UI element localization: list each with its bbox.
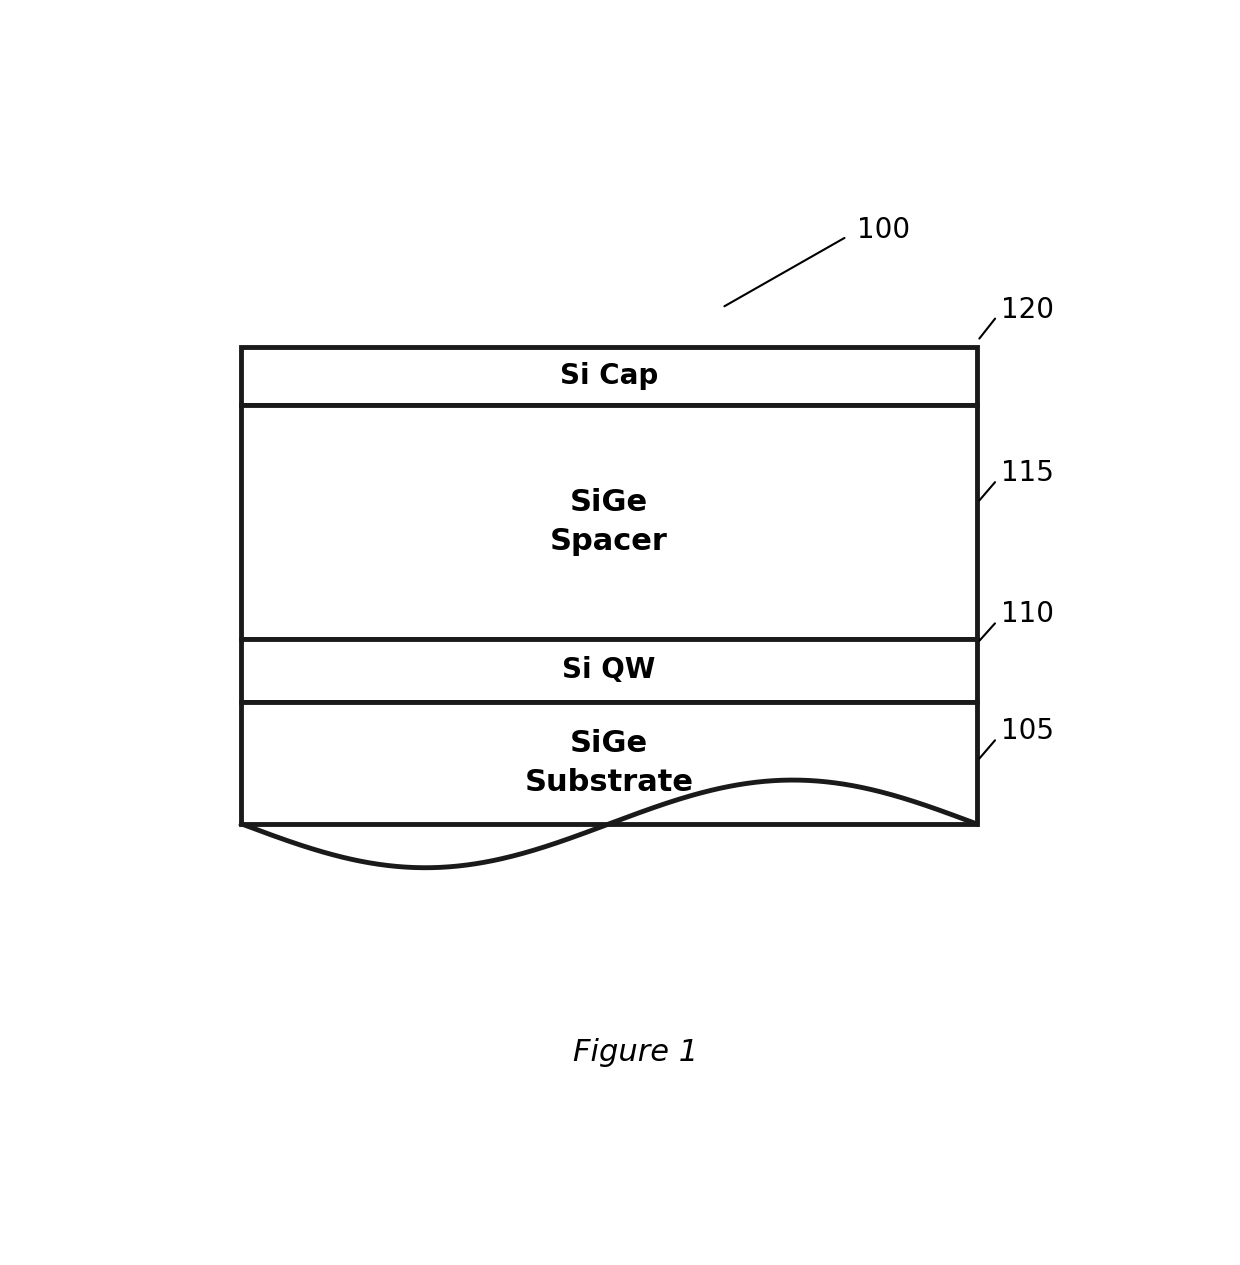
Text: Figure 1: Figure 1 xyxy=(573,1039,698,1068)
Text: 100: 100 xyxy=(857,216,910,244)
Bar xyxy=(242,639,977,702)
Text: 115: 115 xyxy=(1001,459,1054,487)
Text: 110: 110 xyxy=(1001,601,1054,629)
Text: Si QW: Si QW xyxy=(563,657,656,684)
Text: 105: 105 xyxy=(1001,717,1054,745)
Text: SiGe
Substrate: SiGe Substrate xyxy=(525,730,693,797)
Bar xyxy=(242,405,977,639)
Bar xyxy=(242,702,977,824)
Bar xyxy=(242,347,977,405)
Text: 120: 120 xyxy=(1001,296,1054,324)
Text: SiGe
Spacer: SiGe Spacer xyxy=(551,488,668,555)
Text: Si Cap: Si Cap xyxy=(560,362,658,390)
